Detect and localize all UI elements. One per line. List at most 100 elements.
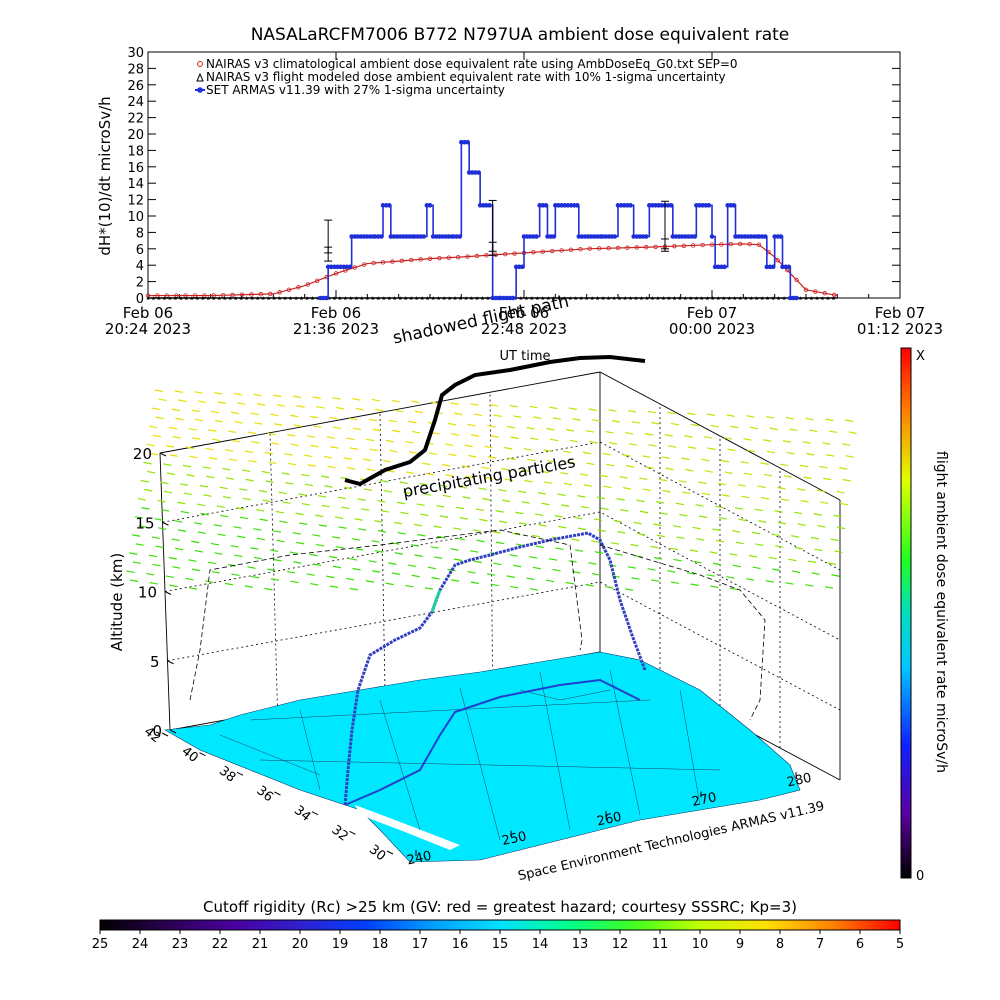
dose-cell bbox=[814, 548, 823, 552]
latitude-tick bbox=[349, 830, 356, 835]
dose-cell bbox=[371, 540, 380, 543]
dose-cell bbox=[535, 545, 544, 549]
dose-cell bbox=[605, 430, 614, 434]
dose-cell bbox=[744, 472, 753, 476]
dose-cell bbox=[566, 461, 575, 464]
series-point-armas bbox=[628, 203, 633, 208]
dose-cell bbox=[608, 409, 617, 412]
rigidity-tick-label: 23 bbox=[172, 937, 189, 952]
dose-cell bbox=[552, 417, 561, 420]
dose-cell bbox=[335, 406, 345, 410]
dose-cell bbox=[337, 496, 346, 500]
dose-cell bbox=[400, 511, 409, 515]
dose-cell bbox=[203, 494, 212, 497]
dose-cell bbox=[138, 525, 147, 528]
series-point-modeled bbox=[645, 296, 649, 300]
dose-cell bbox=[382, 459, 392, 463]
series-point-modeled bbox=[420, 296, 424, 300]
dose-cell bbox=[513, 564, 522, 568]
dose-cell bbox=[272, 530, 282, 533]
series-point-armas bbox=[731, 203, 737, 208]
series-point-modeled bbox=[179, 296, 183, 300]
dose-cell bbox=[783, 475, 792, 478]
dose-cell bbox=[659, 512, 668, 515]
altitude-tick bbox=[169, 729, 177, 734]
dose-cell bbox=[324, 485, 333, 488]
dose-cell bbox=[375, 408, 384, 412]
dose-cell bbox=[346, 577, 355, 581]
y-tick-label: 12 bbox=[127, 194, 144, 209]
dose-cell bbox=[620, 509, 629, 512]
dose-cell bbox=[479, 518, 488, 522]
dose-cell bbox=[163, 490, 173, 494]
dose-cell bbox=[582, 451, 592, 455]
dose-cell bbox=[718, 517, 727, 520]
series-point-modeled bbox=[727, 296, 731, 300]
dose-cell bbox=[270, 549, 279, 552]
legend-label: SET ARMAS v11.39 with 27% 1-sigma uncert… bbox=[206, 83, 505, 97]
dose-cell bbox=[820, 501, 829, 504]
y-tick-label: 20 bbox=[127, 128, 144, 143]
series-point-climatological bbox=[220, 293, 226, 298]
dose-cell bbox=[174, 390, 183, 393]
dose-cell bbox=[316, 405, 325, 409]
dose-cell bbox=[727, 448, 736, 452]
series-point-modeled bbox=[749, 296, 753, 300]
dose-cell bbox=[289, 551, 298, 555]
dose-cell bbox=[352, 427, 361, 431]
dose-cell bbox=[715, 539, 725, 543]
series-point-climatological bbox=[803, 287, 809, 292]
dose-cell bbox=[617, 531, 626, 534]
dose-cell bbox=[571, 538, 580, 542]
y-tick-label: 2 bbox=[136, 276, 144, 291]
dose-cell bbox=[653, 556, 663, 560]
dose-cell bbox=[214, 419, 223, 423]
dose-cell bbox=[662, 489, 671, 493]
y-tick-label: 22 bbox=[127, 112, 144, 127]
dose-cell bbox=[761, 497, 770, 500]
latitude-tick bbox=[236, 771, 244, 776]
dose-cell bbox=[237, 402, 246, 405]
series-point-modeled bbox=[546, 296, 550, 300]
dose-cell bbox=[467, 423, 476, 427]
dose-cell bbox=[147, 470, 156, 474]
dose-cell bbox=[695, 504, 704, 507]
dose-cell bbox=[256, 537, 265, 541]
dose-cell bbox=[710, 424, 719, 428]
series-point-modeled bbox=[798, 296, 803, 300]
dose-cell bbox=[726, 576, 735, 579]
dose-cell bbox=[548, 558, 558, 561]
dose-cell bbox=[369, 448, 378, 452]
dose-cell bbox=[574, 516, 583, 520]
altitude-tick-label: 5 bbox=[150, 653, 160, 671]
dose-cell bbox=[507, 457, 516, 461]
dose-cell bbox=[585, 429, 594, 433]
series-point-armas bbox=[778, 234, 784, 239]
dose-cell bbox=[458, 485, 468, 489]
series-point-climatological bbox=[380, 260, 386, 265]
dose-cell bbox=[529, 588, 539, 591]
dose-cell bbox=[684, 435, 693, 438]
dose-cell bbox=[416, 503, 425, 506]
dose-cell bbox=[454, 412, 463, 416]
dose-cell bbox=[751, 531, 760, 535]
altitude-tick bbox=[159, 452, 167, 457]
dose-cell bbox=[836, 490, 845, 494]
dose-cell bbox=[679, 513, 688, 517]
series-point-modeled bbox=[700, 296, 704, 300]
dose-cell bbox=[786, 451, 795, 455]
dose-cell bbox=[261, 470, 270, 474]
series-point-climatological bbox=[568, 247, 574, 253]
dose-cell bbox=[524, 479, 533, 483]
dose-cell bbox=[295, 512, 304, 516]
series-point-modeled bbox=[332, 296, 337, 300]
series-point-modeled bbox=[464, 296, 468, 300]
dose-cell bbox=[611, 575, 620, 578]
dose-cell bbox=[817, 524, 826, 528]
dose-cell bbox=[310, 444, 319, 448]
dose-cell bbox=[447, 422, 456, 426]
dose-cell bbox=[267, 432, 276, 436]
dose-cell bbox=[546, 427, 555, 431]
dose-cell bbox=[540, 470, 549, 474]
